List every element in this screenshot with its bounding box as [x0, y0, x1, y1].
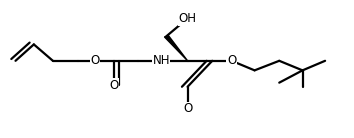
Text: O: O	[183, 102, 192, 115]
Text: O: O	[227, 54, 236, 67]
Text: O: O	[109, 79, 118, 92]
Text: NH: NH	[152, 54, 170, 67]
Polygon shape	[164, 36, 188, 61]
Text: O: O	[91, 54, 100, 67]
Text: OH: OH	[178, 12, 196, 25]
